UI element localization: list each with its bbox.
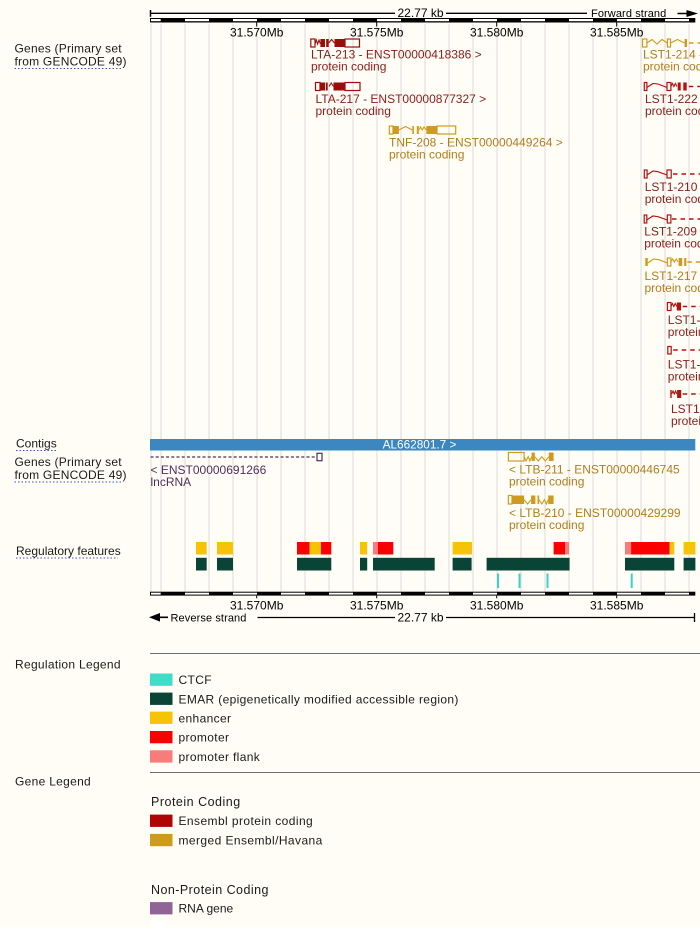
svg-text:< LTB-211 - ENST00000446745: < LTB-211 - ENST00000446745 — [509, 462, 680, 476]
svg-text:Forward strand: Forward strand — [591, 8, 666, 20]
svg-text:Non-Protein Coding: Non-Protein Coding — [151, 883, 269, 897]
svg-text:LST1-205 - ENST00000622790 >: LST1-205 - ENST00000622790 > — [671, 402, 700, 416]
svg-text:protein coding: protein coding — [509, 474, 584, 488]
svg-text:22.77 kb: 22.77 kb — [397, 6, 443, 20]
svg-text:LST1-210 - ENST00000623210 >: LST1-210 - ENST00000623210 > — [645, 180, 700, 194]
svg-text:LST1-219 - ENST00000623500 >: LST1-219 - ENST00000623500 > — [668, 313, 700, 327]
svg-text:TNF-208 - ENST00000449264 >: TNF-208 - ENST00000449264 > — [389, 136, 563, 150]
svg-text:RNA gene: RNA gene — [179, 902, 234, 916]
svg-text:< ENST00000691266: < ENST00000691266 — [151, 463, 267, 477]
svg-text:merged Ensembl/Havana: merged Ensembl/Havana — [179, 834, 323, 848]
svg-text:protein coding: protein coding — [311, 60, 386, 74]
svg-text:22.77 kb: 22.77 kb — [397, 611, 443, 625]
svg-text:protein coding: protein coding — [645, 281, 700, 295]
svg-text:EMAR (epigenetically modified: EMAR (epigenetically modified accessible… — [179, 692, 459, 706]
svg-text:LTA-217 - ENST00000877327 >: LTA-217 - ENST00000877327 > — [316, 92, 487, 106]
svg-text:protein coding: protein coding — [389, 148, 464, 162]
svg-text:LST1-209 - ENST00000623485 >: LST1-209 - ENST00000623485 > — [644, 225, 700, 239]
svg-text:31.570Mb: 31.570Mb — [230, 26, 284, 40]
svg-text:Genes (Primary set: Genes (Primary set — [15, 42, 123, 56]
svg-text:LST1-222 - ENST00000618913 >: LST1-222 - ENST00000618913 > — [645, 92, 700, 106]
svg-text:Gene Legend: Gene Legend — [15, 775, 91, 789]
svg-text:31.580Mb: 31.580Mb — [470, 26, 524, 40]
svg-text:protein coding: protein coding — [509, 518, 584, 532]
svg-text:lncRNA: lncRNA — [151, 475, 192, 489]
svg-text:LTA-213 - ENST00000418386 >: LTA-213 - ENST00000418386 > — [311, 48, 482, 62]
svg-text:Regulation Legend: Regulation Legend — [15, 658, 121, 672]
svg-text:promoter flank: promoter flank — [179, 750, 261, 764]
svg-text:enhancer: enhancer — [179, 711, 232, 725]
svg-text:protein coding: protein coding — [645, 192, 700, 206]
svg-text:Contigs: Contigs — [16, 437, 57, 451]
svg-text:protein coding: protein coding — [316, 104, 391, 118]
svg-text:AL662801.7 >: AL662801.7 > — [383, 437, 457, 451]
svg-text:LST1-214 - ENST00000403495 >: LST1-214 - ENST00000403495 > — [643, 48, 700, 62]
svg-text:protein coding: protein coding — [645, 104, 700, 118]
svg-text:from GENCODE 49): from GENCODE 49) — [15, 468, 127, 482]
svg-text:from GENCODE 49): from GENCODE 49) — [15, 55, 127, 69]
svg-text:31.580Mb: 31.580Mb — [470, 599, 524, 613]
svg-text:31.575Mb: 31.575Mb — [350, 26, 404, 40]
svg-text:Ensembl protein coding: Ensembl protein coding — [179, 814, 314, 828]
svg-text:31.585Mb: 31.585Mb — [590, 599, 644, 613]
svg-text:Reverse strand: Reverse strand — [171, 613, 247, 625]
svg-text:Regulatory features: Regulatory features — [16, 544, 121, 558]
svg-text:protein coding: protein coding — [671, 414, 700, 428]
svg-text:LST1-218 - ENST00000622958 >: LST1-218 - ENST00000622958 > — [668, 358, 700, 372]
svg-text:< LTB-210 - ENST00000429299: < LTB-210 - ENST00000429299 — [509, 506, 681, 520]
svg-text:protein coding: protein coding — [644, 237, 700, 251]
svg-text:promoter: promoter — [179, 731, 230, 745]
svg-text:Protein Coding: Protein Coding — [151, 795, 241, 809]
svg-text:protein coding: protein coding — [668, 325, 700, 339]
svg-text:LST1-217 - ENST00000623167 >: LST1-217 - ENST00000623167 > — [645, 269, 700, 283]
svg-text:protein coding: protein coding — [668, 370, 700, 384]
svg-text:31.585Mb: 31.585Mb — [590, 26, 644, 40]
svg-text:CTCF: CTCF — [179, 673, 212, 687]
svg-text:31.575Mb: 31.575Mb — [350, 599, 404, 613]
svg-text:Genes (Primary set: Genes (Primary set — [15, 455, 123, 469]
svg-text:protein coding: protein coding — [643, 60, 700, 74]
svg-text:31.570Mb: 31.570Mb — [230, 599, 284, 613]
